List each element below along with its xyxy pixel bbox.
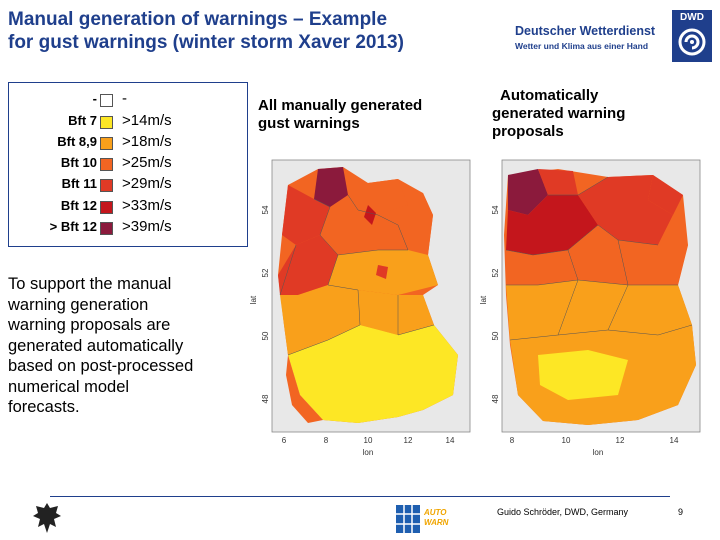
x-tick-label: 8 <box>510 436 515 445</box>
autowarn-logo-text: AUTO WARN <box>424 508 449 527</box>
autowarn-logo: AUTO WARN <box>395 502 453 536</box>
y-tick-label: 52 <box>491 268 500 277</box>
x-tick-label: 12 <box>404 436 413 445</box>
legend-color-swatch <box>100 179 113 192</box>
legend-speed-label: >14m/s <box>122 112 172 129</box>
description-line: forecasts. <box>8 398 80 416</box>
legend-color-swatch <box>100 116 113 129</box>
manual-region-borders <box>279 194 435 356</box>
x-tick-label: 10 <box>562 436 571 445</box>
y-tick-label: 52 <box>261 268 270 277</box>
legend-box: - - Bft 7 >14m/s Bft 8,9 >18m/s Bft 10 >25m/s Bf… <box>8 82 248 247</box>
legend-beaufort-label: Bft 12 <box>60 198 97 213</box>
legend-beaufort-label: Bft 8,9 <box>57 134 97 149</box>
auto-proposals-map: 54 52 50 48 lat 8 10 12 14 lon <box>479 159 701 457</box>
x-tick-label: 14 <box>670 436 679 445</box>
legend-color-swatch <box>100 158 113 171</box>
manual-heading-line-1: All manually generated <box>258 97 423 114</box>
x-tick-label: 6 <box>282 436 287 445</box>
page-number: 9 <box>678 507 684 517</box>
manual-heading-line-2: gust warnings <box>258 115 360 132</box>
auto-panel-heading: Automatically generated warning proposal… <box>492 87 625 141</box>
legend-beaufort-label: Bft 10 <box>60 155 97 170</box>
legend-speed-label: >39m/s <box>122 218 172 235</box>
legend-speed-label: >33m/s <box>122 197 172 214</box>
legend-color-swatch <box>100 222 113 235</box>
legend-speed-label: >29m/s <box>122 175 172 192</box>
legend-beaufort-label: Bft 7 <box>68 113 97 128</box>
dwd-logo-abbr: DWD <box>680 12 704 23</box>
auto-x-axis: 8 10 12 14 lon <box>510 436 679 457</box>
x-axis-title: lon <box>363 448 374 457</box>
auto-region-borders <box>505 176 693 341</box>
y-tick-label: 48 <box>491 394 500 403</box>
y-tick-label: 50 <box>261 331 270 340</box>
y-axis-title: lat <box>249 295 258 304</box>
y-tick-label: 54 <box>261 205 270 214</box>
auto-heading-line-3: proposals <box>492 123 564 140</box>
x-axis-title: lon <box>593 448 604 457</box>
manual-panel-heading: All manually generated gust warnings <box>258 97 422 133</box>
federal-eagle-icon <box>33 503 61 533</box>
footer-author: Guido Schröder, DWD, Germany <box>497 507 629 517</box>
dwd-logo: DWD <box>672 10 712 62</box>
globe-grid-icon <box>396 505 420 533</box>
org-tagline: Wetter und Klima aus einer Hand <box>515 41 649 51</box>
description-line: generated automatically <box>8 336 184 355</box>
y-tick-label: 54 <box>491 205 500 214</box>
description-line: warning generation <box>8 295 149 314</box>
description-line: based on post-processed <box>8 357 194 375</box>
legend-beaufort-label: Bft 11 <box>61 176 97 191</box>
legend-color-swatch <box>100 137 113 150</box>
legend-speed-label: >18m/s <box>122 133 172 150</box>
description-text: To support the manual warning generation… <box>8 274 248 418</box>
slide-title: Manual generation of warnings – Example … <box>8 8 404 54</box>
manual-y-axis: 54 52 50 48 lat <box>249 205 270 403</box>
x-tick-label: 12 <box>616 436 625 445</box>
manual-warning-regions <box>278 167 458 423</box>
spiral-icon <box>678 28 706 56</box>
legend-color-swatch <box>100 201 113 214</box>
y-tick-label: 50 <box>491 331 500 340</box>
description-line: warning proposals are <box>8 316 171 334</box>
x-tick-label: 8 <box>324 436 329 445</box>
x-tick-label: 14 <box>446 436 455 445</box>
title-line-1: Manual generation of warnings – Example <box>8 9 388 30</box>
legend-speed-label: >25m/s <box>122 154 172 171</box>
manual-warnings-map: 54 52 50 48 lat 6 8 10 12 14 lon <box>249 159 471 457</box>
y-tick-label: 48 <box>261 394 270 403</box>
auto-y-axis: 54 52 50 48 lat <box>479 205 500 403</box>
y-axis-title: lat <box>479 295 488 304</box>
auto-heading-line-2: generated warning <box>492 105 626 122</box>
legend-beaufort-label: > Bft 12 <box>49 219 97 234</box>
title-line-2: for gust warnings (winter storm Xaver 20… <box>8 32 404 53</box>
description-line: numerical model <box>8 377 130 396</box>
legend-beaufort-label: - <box>92 91 97 106</box>
footer-divider <box>50 496 670 497</box>
legend-color-swatch <box>100 94 113 107</box>
legend-speed-label: - <box>122 90 127 107</box>
auto-heading-line-1: Automatically <box>500 87 599 104</box>
x-tick-label: 10 <box>364 436 373 445</box>
auto-warning-regions <box>504 169 696 425</box>
org-name: Deutscher Wetterdienst <box>515 24 656 38</box>
description-line: To support the manual <box>8 275 172 293</box>
manual-x-axis: 6 8 10 12 14 lon <box>282 436 455 457</box>
